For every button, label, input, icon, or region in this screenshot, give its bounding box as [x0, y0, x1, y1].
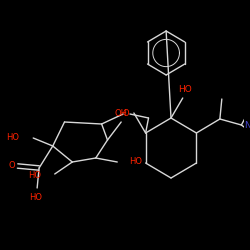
Text: HO: HO	[178, 84, 192, 94]
Text: N: N	[244, 120, 250, 130]
Text: OH: OH	[115, 110, 128, 118]
Text: HO: HO	[28, 172, 41, 180]
Text: O: O	[8, 162, 15, 170]
Text: O: O	[123, 108, 129, 118]
Text: HO: HO	[129, 158, 142, 166]
Text: HO: HO	[29, 192, 42, 202]
Text: HO: HO	[6, 134, 20, 142]
